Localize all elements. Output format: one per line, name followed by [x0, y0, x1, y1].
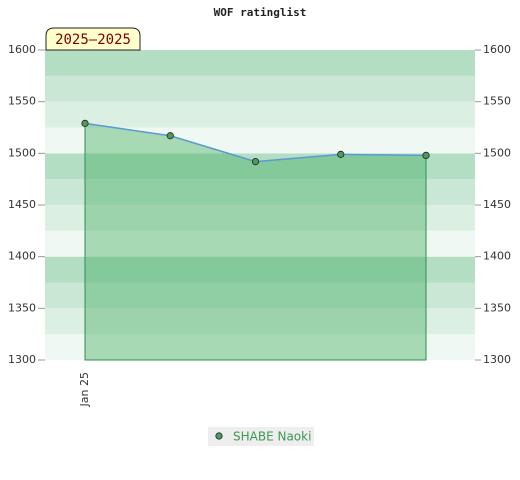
band	[45, 101, 475, 128]
point	[251, 158, 260, 166]
badge-text: 2025–2025	[55, 32, 131, 48]
y-tick-label: 1450	[8, 198, 36, 211]
band	[45, 205, 475, 231]
y2-tick-label: 1600	[483, 43, 511, 56]
band	[45, 308, 475, 335]
y2-tick-label: 1400	[483, 250, 511, 263]
band	[45, 127, 475, 154]
x-tick-label: Jan 25	[78, 372, 91, 407]
chart-title: WOF ratinglist	[214, 6, 307, 19]
y-tick-label: 1400	[8, 250, 36, 263]
legend-box	[208, 427, 314, 446]
band	[45, 50, 475, 76]
badge-box	[45, 27, 141, 51]
band	[45, 256, 475, 283]
band	[45, 75, 475, 102]
y-tick-label: 1550	[8, 95, 36, 108]
band	[45, 282, 475, 309]
point	[337, 150, 345, 158]
point	[81, 119, 89, 127]
y-tick-label: 1350	[8, 301, 36, 314]
legend-marker	[215, 432, 223, 440]
plot-area	[45, 50, 475, 360]
legend-label: SHABE Naoki	[233, 430, 311, 444]
band	[45, 153, 475, 180]
point	[422, 151, 430, 159]
y-tick-label: 1300	[8, 353, 36, 366]
y2-tick-label: 1350	[483, 301, 511, 314]
y2-tick-label: 1300	[483, 353, 511, 366]
y-tick-label: 1500	[8, 146, 36, 159]
y-tick-label: 1600	[8, 43, 36, 56]
point	[166, 132, 174, 140]
y2-tick-label: 1500	[483, 146, 511, 159]
band	[45, 179, 475, 205]
band	[45, 230, 475, 257]
y2-tick-label: 1550	[483, 95, 511, 108]
y2-tick-label: 1450	[483, 198, 511, 211]
band	[45, 334, 475, 360]
